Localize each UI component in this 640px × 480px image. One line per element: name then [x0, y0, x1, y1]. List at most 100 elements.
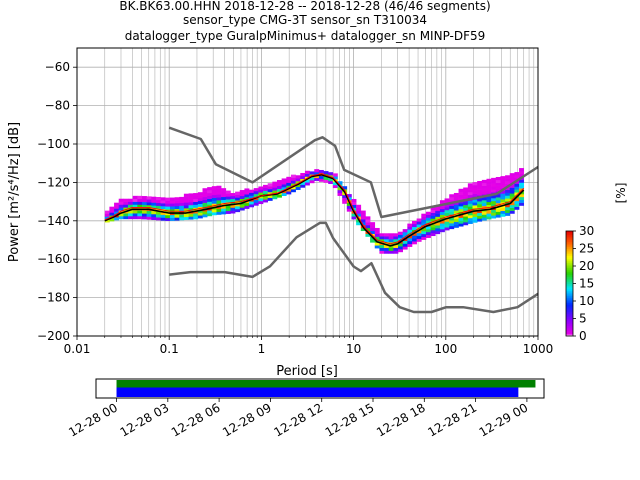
title-line-3: datalogger_type GuralpMinimus+ datalogge… [125, 29, 486, 43]
heatmap-cell [421, 213, 427, 217]
heatmap-cell [365, 216, 371, 220]
heatmap-cell [221, 196, 227, 200]
heatmap-cell [169, 214, 175, 219]
heatmap-cell [141, 216, 147, 220]
heatmap-cell [207, 213, 213, 217]
heatmap-cell [491, 209, 497, 213]
heatmap-cell [118, 216, 124, 220]
heatmap-cell [514, 180, 520, 184]
heatmap-cell [132, 210, 138, 214]
heatmap-cell [146, 202, 152, 206]
heatmap-cell [225, 196, 231, 200]
y-tick-label: −100 [37, 137, 70, 151]
heatmap-cell [160, 214, 166, 218]
heatmap-cell [495, 179, 501, 184]
heatmap-cell [300, 184, 306, 188]
heatmap-cell [295, 178, 301, 182]
heatmap-cell [118, 198, 124, 202]
heatmap-cell [402, 231, 408, 236]
heatmap-cell [318, 178, 324, 182]
heatmap-cell [109, 212, 115, 216]
x-tick-label: 1000 [523, 342, 554, 356]
heatmap-cell [160, 203, 166, 207]
heatmap-cell [495, 197, 501, 201]
heatmap-cell [179, 199, 185, 203]
colorbar-swatch [566, 290, 573, 293]
heatmap-cell [416, 230, 422, 234]
heatmap-cell [356, 207, 362, 211]
heatmap-cell [467, 217, 473, 222]
colorbar-swatch [566, 308, 573, 311]
heatmap-cell [263, 184, 268, 189]
heatmap-cell [379, 236, 385, 240]
y-axis-label: Power [m²/s⁴/Hz] [dB] [7, 122, 22, 262]
heatmap-cell [421, 236, 427, 240]
heatmap-cell [332, 184, 338, 189]
heatmap-cell [393, 239, 399, 243]
colorbar-swatch [566, 250, 573, 253]
heatmap-cell [467, 186, 473, 190]
heatmap-cell [216, 200, 222, 204]
colorbar-swatch [566, 332, 573, 335]
heatmap-cell [230, 198, 236, 202]
heatmap-cell [435, 216, 441, 220]
heatmap-cell [519, 182, 525, 186]
heatmap-cell [346, 205, 352, 209]
heatmap-cell [179, 217, 185, 221]
heatmap-cell [430, 218, 436, 222]
heatmap-cell [197, 212, 203, 216]
heatmap-cell [128, 198, 133, 202]
heatmap-cell [509, 173, 515, 177]
heatmap-cell [346, 196, 352, 201]
heatmap-cell [411, 238, 417, 242]
heatmap-cell [365, 219, 371, 223]
heatmap-cell [519, 199, 525, 203]
heatmap-cell [295, 186, 301, 190]
heatmap-cell [370, 239, 376, 243]
heatmap-cell [407, 235, 413, 239]
heatmap-cell [467, 215, 473, 219]
heatmap-cell [463, 190, 469, 194]
heatmap-cell [314, 174, 320, 179]
heatmap-cell [290, 177, 296, 181]
heatmap-cell [216, 205, 222, 210]
heatmap-cell [379, 239, 385, 243]
mean-line [104, 173, 525, 245]
heatmap-cell [230, 204, 236, 208]
heatmap-cell [225, 199, 231, 203]
heatmap-cell [481, 205, 487, 209]
heatmap-cell [463, 210, 469, 214]
heatmap-cell [211, 200, 217, 204]
heatmap-cell [407, 240, 413, 245]
heatmap-cell [467, 183, 473, 187]
heatmap-cell [467, 189, 473, 193]
colorbar-tick-label: 5 [579, 312, 587, 326]
heatmap-cell [472, 208, 478, 212]
heatmap-cell [486, 178, 492, 182]
heatmap-cell [477, 183, 483, 188]
heatmap-cell [114, 208, 120, 212]
heatmap-cell [449, 197, 455, 201]
colorbar-swatch [566, 238, 573, 241]
heatmap-cell [453, 210, 459, 214]
heatmap-cell [449, 223, 455, 227]
heatmap-cell [477, 198, 483, 202]
heatmap-cell [309, 180, 315, 184]
heatmap-cell [393, 250, 399, 254]
heatmap-cell [272, 184, 278, 188]
heatmap-cell [411, 232, 417, 236]
heatmap-cell [430, 206, 436, 211]
heatmap-cell [481, 217, 487, 221]
heatmap-cell [109, 209, 115, 213]
x-tick-label: 1 [258, 342, 266, 356]
heatmap-cell [281, 184, 287, 188]
heatmap-cell [207, 198, 213, 202]
heatmap-cell [398, 246, 403, 250]
heatmap-cell [393, 247, 399, 251]
heatmap-cell [449, 205, 455, 209]
heatmap-cell [449, 225, 455, 230]
heatmap-cell [449, 220, 455, 224]
heatmap-cell [495, 211, 501, 215]
y-tick-label: −120 [37, 175, 70, 189]
